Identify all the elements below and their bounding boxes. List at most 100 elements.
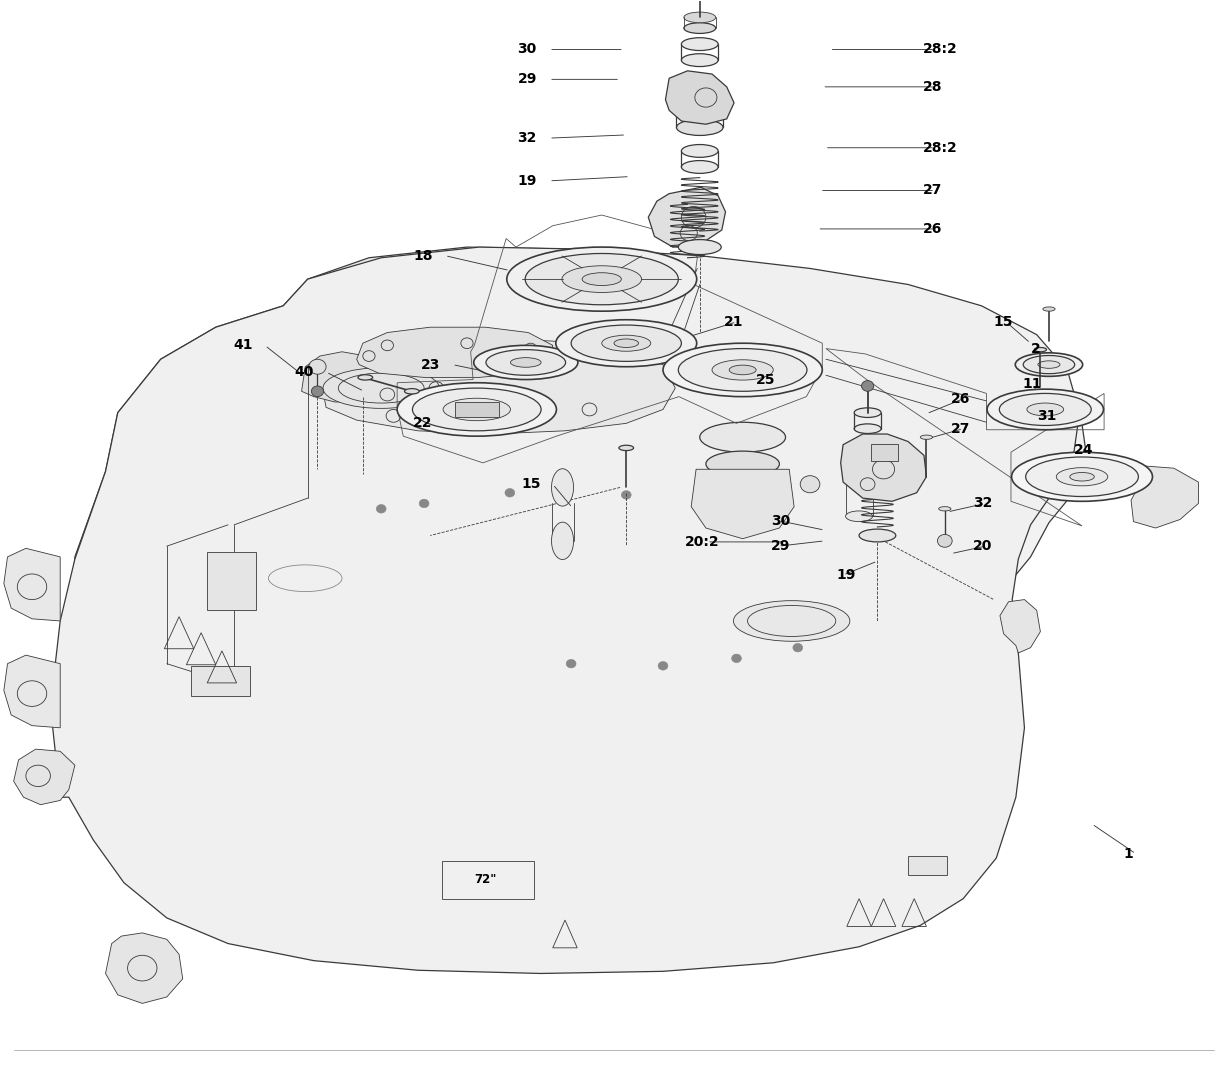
Ellipse shape [677,120,723,135]
Text: 28:2: 28:2 [922,140,958,154]
Circle shape [720,501,729,510]
Ellipse shape [323,367,440,408]
Text: 22: 22 [413,417,432,431]
Ellipse shape [404,389,419,394]
Text: 31: 31 [1036,409,1056,423]
Text: 18: 18 [413,248,432,262]
Ellipse shape [920,435,932,439]
Circle shape [566,660,576,668]
Circle shape [862,380,874,391]
Polygon shape [72,296,1086,698]
Ellipse shape [938,507,950,511]
Ellipse shape [1027,403,1063,416]
Text: 29: 29 [771,539,791,554]
Polygon shape [324,337,675,434]
Ellipse shape [556,320,696,366]
Bar [907,856,947,875]
Ellipse shape [678,240,721,255]
Ellipse shape [1023,356,1074,374]
Ellipse shape [677,103,723,119]
Polygon shape [106,933,183,1004]
Text: 21: 21 [725,315,744,329]
Ellipse shape [1016,352,1083,376]
Ellipse shape [712,360,774,380]
Circle shape [419,499,429,508]
Circle shape [309,359,327,374]
Ellipse shape [700,422,786,452]
Bar [442,861,534,899]
Polygon shape [648,187,726,247]
Ellipse shape [706,451,780,477]
Bar [872,443,898,461]
Circle shape [376,504,386,513]
Text: 41: 41 [233,338,253,352]
Polygon shape [220,527,905,694]
Circle shape [732,654,742,663]
Text: 25: 25 [756,373,776,387]
Circle shape [937,534,952,547]
Text: 23: 23 [421,358,440,372]
Polygon shape [356,328,553,377]
Text: 27: 27 [950,422,970,436]
Polygon shape [14,749,75,804]
Text: 32: 32 [517,131,537,146]
Text: 24: 24 [1073,443,1093,457]
Ellipse shape [486,349,566,375]
Ellipse shape [684,12,716,22]
Circle shape [658,662,668,670]
Circle shape [312,386,324,396]
Text: 19: 19 [517,174,537,187]
Ellipse shape [682,161,718,174]
Ellipse shape [1043,307,1055,312]
Ellipse shape [462,404,492,414]
Text: 15: 15 [993,315,1013,329]
Ellipse shape [1034,347,1046,351]
Bar [192,666,251,696]
Polygon shape [841,434,926,501]
Polygon shape [284,247,1043,369]
Text: 40: 40 [295,365,314,379]
Ellipse shape [511,358,542,367]
Ellipse shape [729,365,756,375]
Ellipse shape [682,145,718,157]
Circle shape [793,644,803,652]
Circle shape [801,476,820,493]
Ellipse shape [684,22,716,33]
Polygon shape [50,247,1079,974]
Polygon shape [691,469,795,539]
Polygon shape [1000,600,1040,653]
Ellipse shape [682,54,718,66]
Ellipse shape [846,466,873,477]
Ellipse shape [614,338,639,347]
Polygon shape [666,71,734,124]
Polygon shape [4,548,60,621]
Text: 30: 30 [771,514,791,528]
Ellipse shape [682,37,718,50]
Text: 26: 26 [950,392,970,406]
Ellipse shape [562,266,641,292]
Text: 72": 72" [474,873,496,886]
Ellipse shape [551,469,573,507]
Polygon shape [302,351,393,402]
Ellipse shape [443,398,511,421]
Bar [454,402,499,417]
Circle shape [621,491,631,499]
Ellipse shape [619,446,634,451]
Text: 19: 19 [836,568,856,582]
Ellipse shape [1025,457,1138,497]
Text: 32: 32 [973,497,992,511]
Circle shape [505,488,515,497]
Text: 26: 26 [922,222,942,236]
Text: 15: 15 [521,478,540,492]
Text: 1: 1 [1124,847,1133,861]
Ellipse shape [413,388,542,431]
Ellipse shape [1070,472,1094,481]
Ellipse shape [678,348,807,391]
Ellipse shape [987,389,1104,429]
Ellipse shape [526,254,678,305]
Ellipse shape [846,511,873,522]
Bar [208,552,257,610]
Ellipse shape [1000,393,1092,425]
Text: 29: 29 [517,73,537,87]
Text: 28: 28 [922,80,942,94]
